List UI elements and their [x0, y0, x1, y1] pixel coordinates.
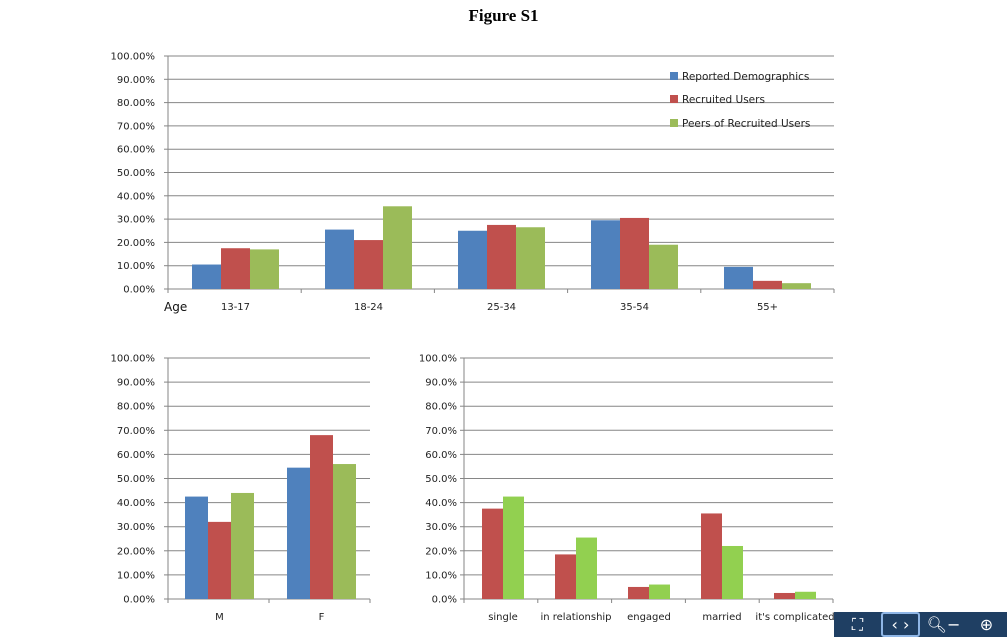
bar: [620, 217, 649, 289]
y-tick-label: 90.00%: [117, 75, 155, 86]
bar: [333, 464, 356, 599]
x-category-label: 13-17: [221, 302, 250, 313]
bar: [753, 280, 782, 289]
x-category-label: 35-54: [620, 302, 649, 313]
chart-3: 0.0% 10.0% 20.0% 30.0% 40.0% 50.0% 60.0% 70.0% 8…: [419, 354, 835, 624]
bar: [555, 554, 576, 599]
y-tick-label: 20.00%: [117, 238, 155, 249]
bar: [185, 496, 208, 599]
bar: [576, 537, 597, 599]
fit-page-icon: ⛶: [851, 614, 864, 634]
y-tick-label: 90.0%: [425, 378, 457, 389]
bar: [774, 592, 795, 599]
y-tick-label: 10.00%: [117, 570, 155, 581]
x-category-label: 18-24: [354, 302, 383, 313]
bar: [782, 283, 811, 289]
y-tick-label: 0.00%: [123, 595, 155, 606]
y-tick-label: 100.00%: [111, 354, 156, 365]
bar: [503, 496, 524, 599]
fit-page-button[interactable]: ⛶: [838, 612, 877, 637]
y-tick-label: 50.00%: [117, 474, 155, 485]
legend-label: Peers of Recruited Users: [682, 118, 810, 130]
figure-title: Figure S1: [468, 6, 539, 25]
y-tick-label: 20.0%: [425, 546, 457, 557]
zoom-in-icon: ⊕: [979, 615, 994, 634]
y-tick-label: 60.00%: [117, 450, 155, 461]
legend-label: Recruited Users: [682, 94, 765, 106]
y-tick-label: 80.00%: [117, 98, 155, 109]
bar: [724, 266, 753, 289]
fit-width-button[interactable]: ‹ ›: [881, 612, 920, 637]
y-tick-label: 100.0%: [419, 354, 457, 365]
legend-swatch: [670, 119, 678, 127]
x-category-label: single: [488, 612, 518, 623]
y-tick-label: 50.0%: [425, 474, 457, 485]
x-category-label: engaged: [627, 612, 671, 623]
y-tick-label: 50.00%: [117, 168, 155, 179]
bar: [287, 467, 310, 599]
bar: [482, 508, 503, 599]
bar: [231, 492, 254, 599]
legend-swatch: [670, 72, 678, 80]
bar: [221, 248, 250, 289]
chart-2: 0.00% 10.00% 20.00% 30.00% 40.00% 50.00% 60.00…: [111, 354, 371, 623]
zoom-in-button[interactable]: ⊕: [967, 612, 1006, 637]
y-tick-label: 40.00%: [117, 191, 155, 202]
bar: [383, 206, 412, 289]
x-category-label: M: [215, 612, 224, 623]
y-tick-label: 30.00%: [117, 522, 155, 533]
legend-swatch: [670, 95, 678, 103]
y-tick-label: 80.0%: [425, 402, 457, 413]
y-tick-label: 60.0%: [425, 450, 457, 461]
bar: [628, 586, 649, 599]
y-tick-label: 10.0%: [425, 570, 457, 581]
bar: [458, 230, 487, 289]
bar: [208, 521, 231, 599]
x-category-label: 25-34: [487, 302, 516, 313]
x-axis-label: Age: [164, 300, 187, 314]
bar: [701, 513, 722, 599]
y-tick-label: 60.00%: [117, 145, 155, 156]
y-tick-label: 20.00%: [117, 546, 155, 557]
legend: Reported Demographics Recruited Users Peer…: [670, 71, 810, 130]
y-tick-label: 80.00%: [117, 402, 155, 413]
y-tick-label: 10.00%: [117, 261, 155, 272]
y-tick-label: 70.00%: [117, 426, 155, 437]
zoom-out-button[interactable]: 🔍︎−: [924, 612, 963, 637]
x-category-label: in relationship: [540, 612, 611, 623]
y-tick-label: 70.0%: [425, 426, 457, 437]
y-tick-label: 40.0%: [425, 498, 457, 509]
x-category-label: F: [319, 612, 325, 623]
bar: [487, 224, 516, 289]
bar: [325, 229, 354, 289]
bar: [649, 584, 670, 599]
y-tick-label: 0.00%: [123, 285, 155, 296]
y-tick-label: 30.0%: [425, 522, 457, 533]
zoom-out-icon: 🔍︎−: [926, 615, 961, 634]
x-category-label: 55+: [757, 302, 778, 313]
y-tick-label: 70.00%: [117, 121, 155, 132]
bar: [310, 435, 333, 599]
bar: [516, 227, 545, 289]
fit-width-icon: ‹ ›: [891, 615, 910, 634]
x-category-label: married: [702, 612, 741, 623]
bar: [649, 244, 678, 289]
y-tick-label: 0.0%: [432, 595, 457, 606]
bar: [722, 545, 743, 599]
viewer-toolbar: ⛶ ‹ › 🔍︎− ⊕: [834, 612, 1007, 637]
y-tick-label: 90.00%: [117, 378, 155, 389]
y-tick-label: 30.00%: [117, 215, 155, 226]
x-category-label: it's complicated: [755, 612, 834, 623]
legend-label: Reported Demographics: [682, 71, 809, 83]
bar: [192, 264, 221, 289]
bar: [795, 591, 816, 599]
y-tick-label: 40.00%: [117, 498, 155, 509]
y-tick-label: 100.00%: [111, 52, 156, 63]
bar: [591, 220, 620, 289]
bar: [250, 249, 279, 289]
bar: [354, 240, 383, 289]
chart-1: 0.00% 10.00% 20.00% 30.00% 40.00% 50.00% 60.00…: [111, 52, 835, 314]
